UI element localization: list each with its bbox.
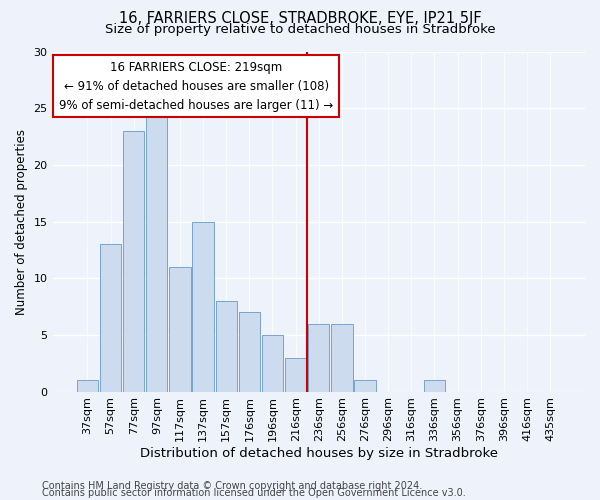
Bar xyxy=(146,108,167,392)
Text: Size of property relative to detached houses in Stradbroke: Size of property relative to detached ho… xyxy=(104,22,496,36)
X-axis label: Distribution of detached houses by size in Stradbroke: Distribution of detached houses by size … xyxy=(140,447,498,460)
Bar xyxy=(123,131,145,392)
Bar xyxy=(100,244,121,392)
Bar xyxy=(215,301,237,392)
Bar xyxy=(331,324,353,392)
Bar xyxy=(169,267,191,392)
Text: Contains HM Land Registry data © Crown copyright and database right 2024.: Contains HM Land Registry data © Crown c… xyxy=(42,481,422,491)
Bar xyxy=(355,380,376,392)
Bar xyxy=(285,358,306,392)
Bar xyxy=(77,380,98,392)
Bar xyxy=(308,324,329,392)
Text: 16, FARRIERS CLOSE, STRADBROKE, EYE, IP21 5JF: 16, FARRIERS CLOSE, STRADBROKE, EYE, IP2… xyxy=(119,11,481,26)
Bar xyxy=(262,335,283,392)
Bar xyxy=(193,222,214,392)
Text: 16 FARRIERS CLOSE: 219sqm
← 91% of detached houses are smaller (108)
9% of semi-: 16 FARRIERS CLOSE: 219sqm ← 91% of detac… xyxy=(59,60,333,112)
Bar xyxy=(239,312,260,392)
Bar xyxy=(424,380,445,392)
Y-axis label: Number of detached properties: Number of detached properties xyxy=(15,128,28,314)
Text: Contains public sector information licensed under the Open Government Licence v3: Contains public sector information licen… xyxy=(42,488,466,498)
